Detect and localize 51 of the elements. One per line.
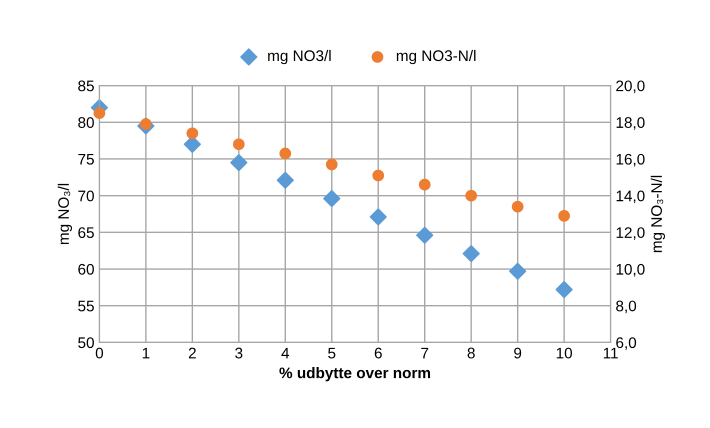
point [418,178,431,190]
point [94,107,106,119]
point [232,138,245,150]
x-tick-label: 6 [374,348,382,358]
point [462,245,480,262]
point [279,148,292,160]
x-tick-label: 7 [421,348,428,358]
point [323,190,340,208]
x-tick-label: 4 [281,348,290,358]
y2-axis-title: mg NO₃-N/l [650,176,665,252]
y-tick-label: 60 [78,264,94,275]
point [370,208,387,226]
y2-tick-label: 18,0 [616,117,645,130]
y-tick-label: 65 [78,227,94,238]
x-tick-label: 0 [96,348,104,358]
y2-tick-label: 14,0 [616,190,645,204]
y-tick-label: 85 [78,80,94,92]
y2-tick-label: 6,0 [616,337,636,350]
x-tick-label: 11 [604,348,618,358]
point [372,170,384,182]
point [230,154,248,172]
x-tick-label: 5 [328,348,336,358]
x-axis-title: % udbytte over norm [279,367,430,382]
point [416,226,434,244]
point [509,262,526,280]
x-tick-label: 10 [556,348,572,358]
y-axis-title: mg NO₃/l [58,184,72,244]
point [276,172,294,189]
y2-tick-label: 16,0 [616,154,645,166]
point [512,200,524,213]
y-tick-label: 55 [78,300,94,312]
point [556,280,573,298]
x-tick-label: 3 [235,348,242,358]
y2-tick-label: 8,0 [616,300,636,314]
point [326,158,338,170]
point [186,127,198,140]
legend-label: mg NO3/l [268,50,331,64]
legend-label: mg NO3-N/l [396,50,476,64]
y2-tick-label: 12,0 [616,227,645,240]
x-tick-label: 9 [514,348,522,358]
y-tick-label: 50 [78,337,94,348]
x-tick-label: 2 [188,348,196,358]
y2-tick-label: 20,0 [616,80,645,94]
point [465,190,478,202]
x-tick-label: 8 [468,348,475,358]
point [558,210,570,222]
x-tick-label: 1 [142,348,150,358]
y2-tick-label: 10,0 [616,264,645,277]
y-tick-label: 70 [78,190,94,202]
y-tick-label: 80 [78,117,94,128]
y-tick-label: 75 [78,154,94,165]
